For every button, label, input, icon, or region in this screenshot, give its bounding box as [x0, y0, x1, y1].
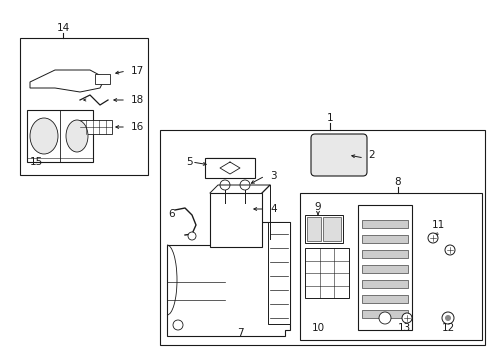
Bar	[27, 110, 93, 162]
Circle shape	[240, 180, 249, 190]
Circle shape	[220, 180, 229, 190]
Circle shape	[441, 312, 453, 324]
Text: 12: 12	[441, 323, 454, 333]
Text: 3: 3	[269, 171, 276, 181]
Text: 6: 6	[168, 209, 175, 219]
Bar	[361, 250, 407, 258]
Bar	[361, 310, 407, 318]
Bar	[209, 193, 262, 247]
Polygon shape	[30, 70, 105, 92]
Circle shape	[401, 313, 411, 323]
Text: 2: 2	[367, 150, 374, 160]
Text: 14: 14	[56, 23, 69, 33]
FancyBboxPatch shape	[310, 134, 366, 176]
Text: 1: 1	[326, 113, 333, 123]
Text: 13: 13	[397, 323, 410, 333]
Ellipse shape	[66, 120, 88, 152]
Circle shape	[173, 320, 183, 330]
Circle shape	[444, 315, 450, 321]
Circle shape	[378, 312, 390, 324]
Bar	[305, 248, 348, 298]
Text: 8: 8	[394, 177, 401, 187]
Bar	[323, 217, 340, 241]
Text: 15: 15	[29, 157, 42, 167]
Bar	[361, 220, 407, 228]
Bar	[204, 158, 254, 178]
Bar	[80, 120, 112, 134]
Ellipse shape	[30, 118, 58, 154]
Bar	[20, 38, 148, 175]
Text: 4: 4	[269, 204, 276, 214]
Text: 10: 10	[311, 323, 324, 333]
Bar	[361, 265, 407, 273]
Bar	[305, 215, 342, 243]
Text: 7: 7	[236, 328, 243, 338]
Bar	[299, 193, 481, 340]
Polygon shape	[167, 222, 289, 336]
Bar	[361, 280, 407, 288]
Text: 17: 17	[131, 66, 144, 76]
Text: 11: 11	[430, 220, 444, 230]
Bar	[160, 130, 484, 345]
Text: 5: 5	[185, 157, 192, 167]
Bar	[306, 217, 320, 241]
Bar	[361, 235, 407, 243]
Text: 18: 18	[131, 95, 144, 105]
Text: 9: 9	[314, 202, 321, 212]
Bar	[361, 295, 407, 303]
Bar	[357, 205, 411, 330]
Circle shape	[187, 232, 196, 240]
Circle shape	[444, 245, 454, 255]
Bar	[95, 74, 110, 84]
Bar	[267, 222, 289, 324]
Circle shape	[427, 233, 437, 243]
Text: 16: 16	[131, 122, 144, 132]
